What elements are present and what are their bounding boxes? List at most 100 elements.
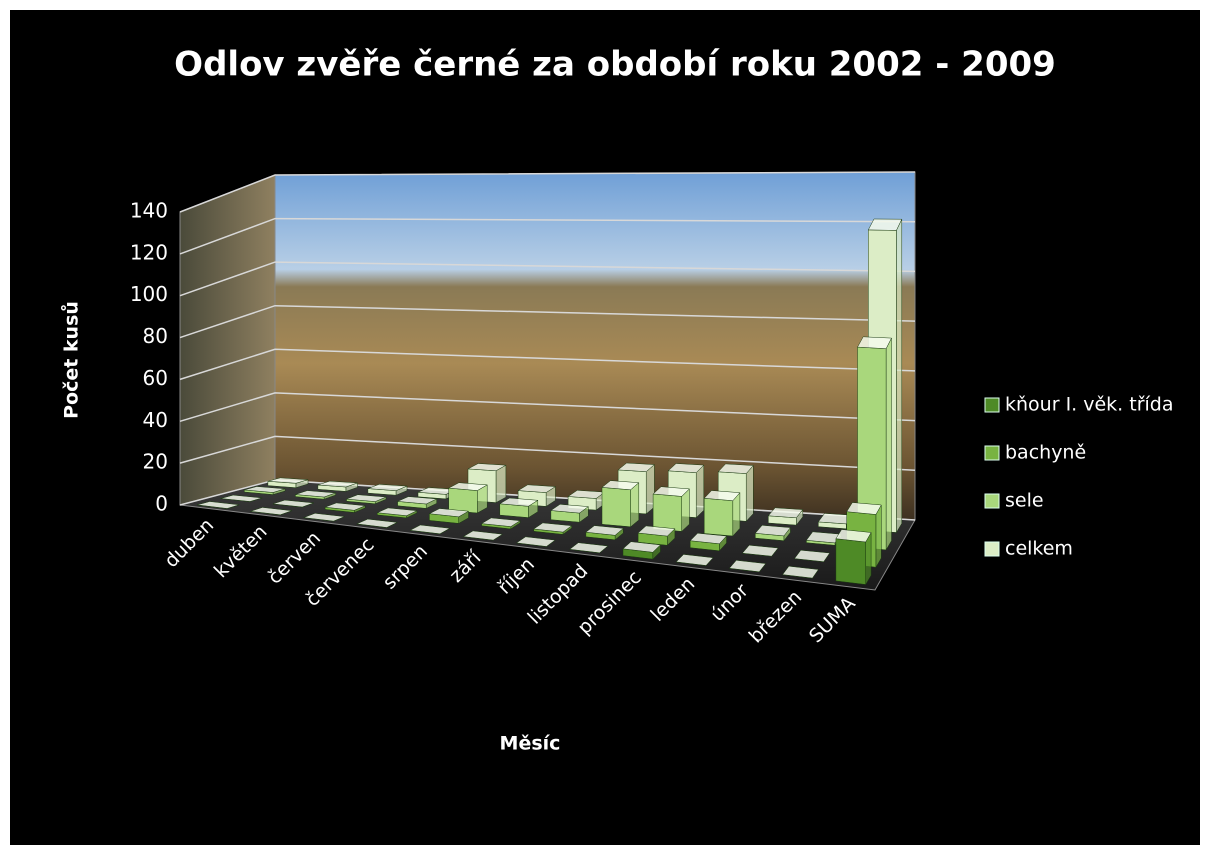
bar xyxy=(409,524,451,535)
y-tick-label: 40 xyxy=(143,408,168,432)
bar-top xyxy=(857,336,892,349)
chart-title: Odlov zvěře černé za období roku 2002 - … xyxy=(174,45,1056,85)
bar xyxy=(689,532,728,552)
bar-front xyxy=(703,498,734,537)
bar-top xyxy=(637,525,676,537)
legend-label: bachyně xyxy=(1005,442,1086,464)
grid-line xyxy=(179,392,916,423)
bar-front xyxy=(601,487,631,528)
bar-top xyxy=(396,496,438,505)
bar-top xyxy=(703,490,741,501)
bar-top xyxy=(367,484,408,491)
legend-marker xyxy=(984,445,1000,461)
bar xyxy=(303,513,345,522)
bar-side xyxy=(695,464,705,519)
grid-line xyxy=(179,435,916,472)
bar-top xyxy=(517,484,557,493)
bar-top xyxy=(295,490,336,498)
bar xyxy=(857,336,892,551)
bar-top xyxy=(617,462,656,472)
bar xyxy=(480,517,521,530)
y-tick-label: 20 xyxy=(143,450,168,474)
x-axis-title: Měsíc xyxy=(500,733,561,755)
bar-top xyxy=(515,536,556,547)
bar-top xyxy=(533,522,573,533)
bar xyxy=(244,486,286,495)
bar-side xyxy=(745,464,754,522)
bar-top xyxy=(499,497,539,507)
bar xyxy=(550,504,589,523)
bar-top xyxy=(317,480,358,488)
bar xyxy=(622,541,661,560)
bar-top xyxy=(550,504,589,514)
bar xyxy=(272,499,314,508)
bar-side xyxy=(875,504,882,569)
bar-top xyxy=(250,507,292,516)
y-tick-label: 80 xyxy=(143,324,168,348)
y-axis-title: Počet kusů xyxy=(60,301,83,419)
bar-top xyxy=(428,508,470,518)
bar-top xyxy=(741,544,779,557)
grid-line xyxy=(179,304,916,339)
bar-top xyxy=(846,502,882,515)
legend-label: kňour I. věk. třída xyxy=(1005,394,1174,416)
bar-top xyxy=(728,560,767,573)
bar-top xyxy=(267,477,309,484)
bar-top xyxy=(585,525,624,536)
bar xyxy=(703,490,741,537)
bar-side xyxy=(896,219,903,534)
grid-line xyxy=(179,348,916,381)
legend-marker xyxy=(984,493,1000,509)
bar xyxy=(782,565,819,579)
bar xyxy=(267,477,309,489)
y-tick-label: 140 xyxy=(130,199,168,223)
bar xyxy=(197,501,240,509)
bar xyxy=(447,482,489,514)
bar-top xyxy=(467,463,507,472)
bar-top xyxy=(325,502,366,511)
bar-top xyxy=(689,532,728,545)
bar xyxy=(250,507,292,516)
bar-top xyxy=(569,542,609,554)
bar xyxy=(728,560,767,573)
y-tick-label: 60 xyxy=(143,366,168,390)
bar-top xyxy=(220,494,263,502)
bar xyxy=(355,518,399,528)
bar xyxy=(220,494,263,502)
bar-top xyxy=(767,507,804,519)
legend-label: sele xyxy=(1005,490,1044,512)
bar-top xyxy=(244,486,286,493)
bar-top xyxy=(667,463,705,473)
bar-front xyxy=(835,538,866,585)
bar-top xyxy=(197,501,240,509)
bar-side xyxy=(885,337,892,551)
y-tick-label: 0 xyxy=(155,492,168,516)
back-wall xyxy=(274,171,916,521)
bar xyxy=(428,508,470,524)
bar xyxy=(367,484,408,496)
bar-top xyxy=(462,530,504,541)
bar xyxy=(601,480,640,528)
bar xyxy=(533,522,573,535)
bar xyxy=(396,496,438,509)
y-tick-label: 120 xyxy=(130,240,168,264)
legend-marker xyxy=(984,397,1000,413)
bar-top xyxy=(867,218,903,231)
bar xyxy=(741,544,779,557)
grid-line xyxy=(179,171,916,213)
y-tick-label: 100 xyxy=(130,282,168,306)
bar-top xyxy=(409,524,451,535)
bar-side xyxy=(630,482,640,528)
bar-top xyxy=(782,565,819,579)
bar-top xyxy=(447,482,489,491)
grid-line xyxy=(179,261,916,297)
bar xyxy=(794,549,831,562)
bar xyxy=(652,486,690,532)
bar-top xyxy=(303,513,345,522)
bar xyxy=(295,490,336,500)
bar-top xyxy=(355,518,399,528)
bar-top xyxy=(346,494,387,502)
legend-marker xyxy=(984,541,1000,557)
bar-front xyxy=(448,487,478,514)
